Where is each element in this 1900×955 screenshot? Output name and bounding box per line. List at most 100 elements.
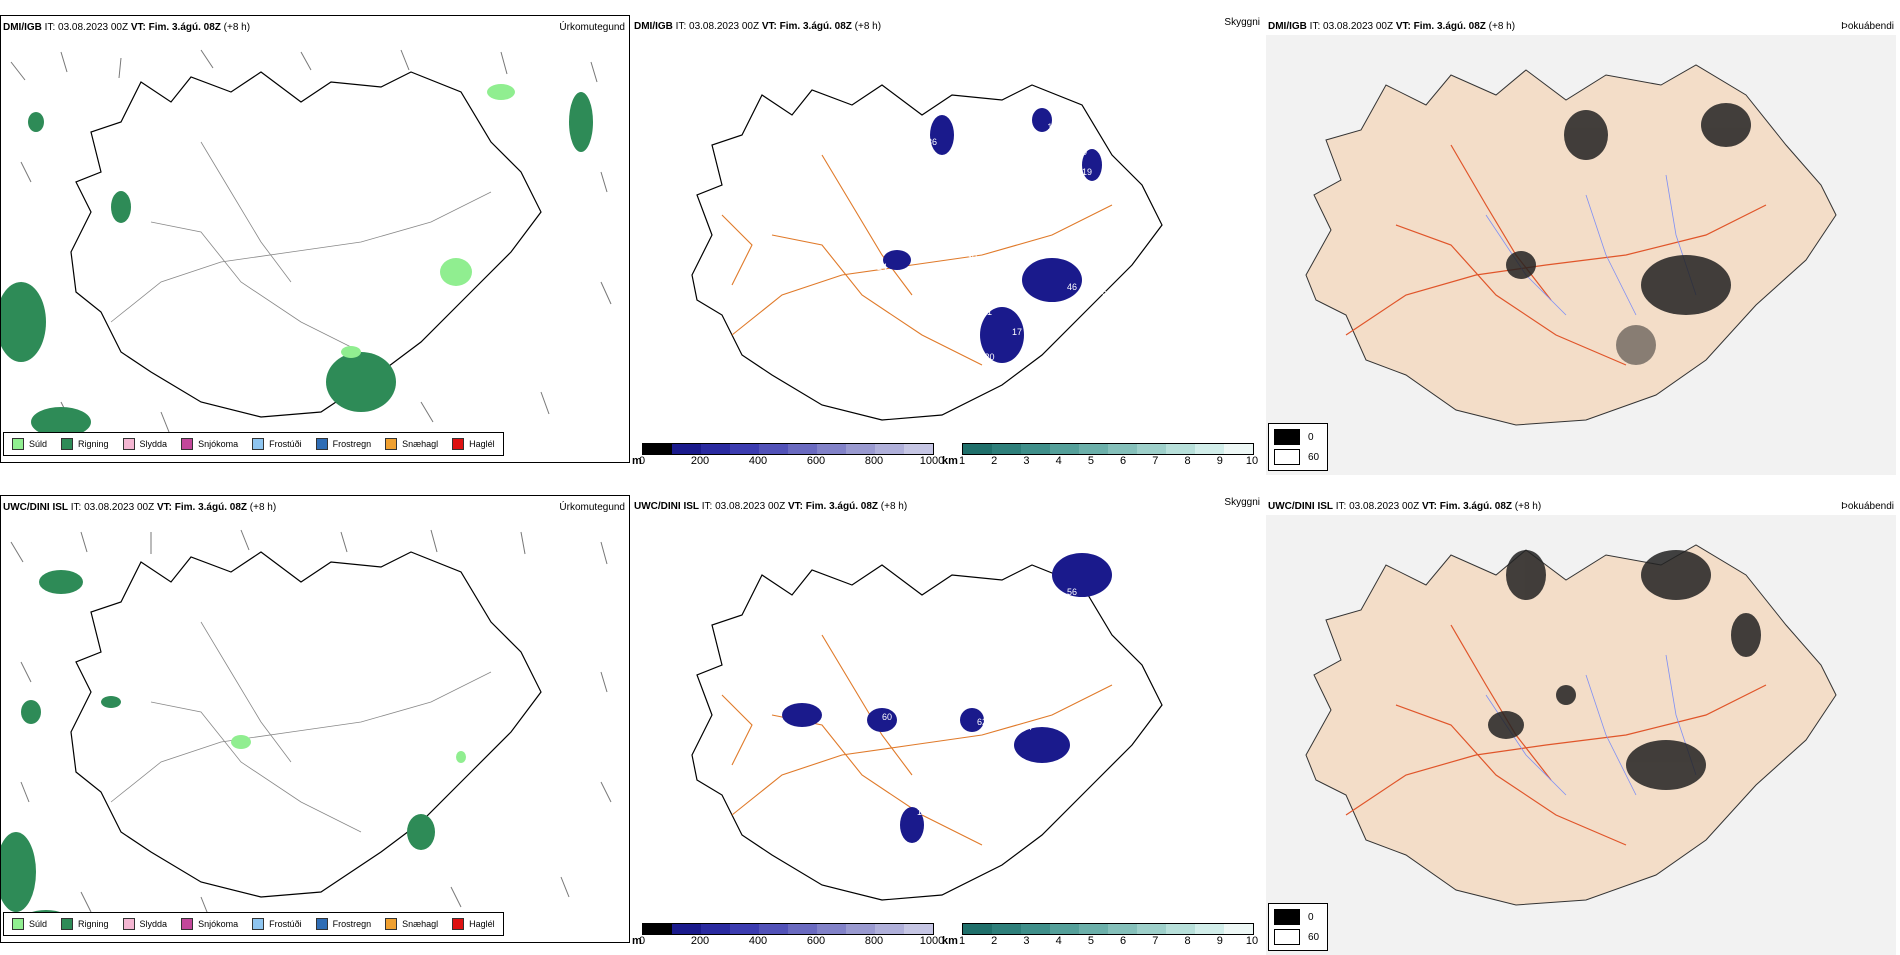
colorbar-segment — [992, 444, 1021, 454]
legend-label: Snæhagl — [402, 919, 439, 929]
panel-header: UWC/DINI ISL IT: 03.08.2023 00Z VT: Fim.… — [1268, 501, 1542, 512]
legend-label: Snæhagl — [402, 439, 439, 449]
iceland-coastline — [70, 551, 542, 898]
ceiling-value-label: 2 — [929, 637, 934, 647]
legend-item: Snæhagl — [385, 918, 438, 930]
colorbar-segment — [992, 924, 1021, 934]
ceiling-panel-row2: UWC/DINI ISL IT: 03.08.2023 00Z VT: Fim.… — [632, 495, 1262, 955]
colorbar-segment — [846, 924, 875, 934]
colorbar-segment — [1021, 924, 1050, 934]
legend-swatch — [385, 918, 398, 930]
rain-areas — [1, 570, 435, 934]
legend-item: Snjókoma — [181, 918, 238, 930]
colorbar-segment — [963, 444, 992, 454]
legend-label: Haglél — [469, 919, 495, 929]
colorbar-tick: 200 — [690, 455, 710, 467]
ceiling-value-label: 10 — [957, 267, 967, 277]
colorbar-tick: 2 — [991, 455, 998, 467]
legend-swatch — [61, 438, 74, 450]
wind-barbs — [10, 49, 612, 433]
ceiling-value-label: 67 — [852, 707, 862, 717]
ceiling-value-label: 47 — [1007, 287, 1017, 297]
legend-item: Frostúði — [252, 438, 302, 450]
colorbar-tick: 8 — [1184, 455, 1191, 467]
legend-swatch — [252, 918, 265, 930]
panel-title: Skyggni — [1224, 497, 1260, 508]
ceiling-value-label: 9 — [939, 157, 944, 167]
panel-title: Þokuábendi — [1841, 501, 1894, 512]
legend-label: Snjókoma — [198, 439, 239, 449]
colorbar-segment — [1137, 924, 1166, 934]
legend-label: Slydda — [139, 919, 168, 929]
panel-title: Úrkomutegund — [559, 502, 625, 513]
colorbar-segment — [701, 924, 730, 934]
ceiling-value-label: 60 — [882, 712, 892, 722]
ceiling-areas — [782, 553, 1112, 843]
fog-key: 0 60 — [1268, 903, 1328, 951]
legend-swatch — [122, 918, 135, 930]
legend-item: Frostúði — [252, 918, 302, 930]
colorbar-segment — [643, 444, 672, 454]
ceiling-value-label: 80 — [937, 702, 947, 712]
legend-item: Frostregn — [315, 438, 371, 450]
ceiling-value-label: 82 — [1087, 737, 1097, 747]
colorbar-segment — [759, 444, 788, 454]
colorbar-segment — [1224, 924, 1253, 934]
precip-panel-row1: DMI/IGB IT: 03.08.2023 00Z VT: Fim. 3.ág… — [0, 15, 630, 463]
colorbar-segment — [1050, 924, 1079, 934]
legend-swatch — [385, 438, 398, 450]
legend-label: Rigning — [78, 919, 109, 929]
legend-item: Haglél — [452, 438, 495, 450]
ceiling-value-label: 68 — [927, 567, 937, 577]
ceiling-value-label: 64 — [1042, 217, 1052, 227]
visibility-colorbar: km 1 2 3 4 5 6 7 8 9 10 — [942, 443, 1258, 471]
ceiling-value-label: 46 — [1067, 282, 1077, 292]
colorbar-tick: 4 — [1055, 935, 1062, 947]
colorbar-segment — [1195, 444, 1224, 454]
colorbar-tick: 7 — [1152, 455, 1159, 467]
colorbar-tick: 3 — [1023, 455, 1030, 467]
colorbar-segment — [701, 444, 730, 454]
legend-label: Slydda — [139, 439, 168, 449]
panel-header: DMI/IGB IT: 03.08.2023 00Z VT: Fim. 3.ág… — [3, 22, 251, 33]
colorbar-segment — [672, 924, 701, 934]
legend-item: Slydda — [122, 438, 168, 450]
iceland-coastline — [691, 564, 1163, 901]
legend-swatch — [315, 918, 328, 930]
colorbar-tick: 600 — [806, 935, 826, 947]
colorbar-segment — [1224, 444, 1253, 454]
legend-item: Súld — [12, 918, 47, 930]
colorbar-segment — [1050, 444, 1079, 454]
panel-header: DMI/IGB IT: 03.08.2023 00Z VT: Fim. 3.ág… — [634, 21, 882, 32]
drizzle-areas — [341, 84, 515, 358]
colorbar-tick: 9 — [1216, 935, 1223, 947]
rain-areas — [1, 92, 593, 437]
colorbar-segment — [1079, 924, 1108, 934]
colorbar-tick: 400 — [748, 455, 768, 467]
colorbar-segment — [1166, 444, 1195, 454]
ceiling-value-label: 54 — [997, 697, 1007, 707]
panel-header: UWC/DINI ISL IT: 03.08.2023 00Z VT: Fim.… — [3, 502, 277, 513]
legend-swatch — [252, 438, 265, 450]
legend-swatch — [61, 918, 74, 930]
legend-label: Haglél — [469, 439, 495, 449]
road-network — [1345, 144, 1767, 366]
colorbar-tick: 600 — [806, 455, 826, 467]
legend-label: Súld — [29, 439, 48, 449]
road-network — [1345, 624, 1767, 846]
colorbar-segment — [963, 924, 992, 934]
colorbar-tick: 400 — [748, 935, 768, 947]
precip-map — [1, 529, 612, 934]
ceiling-value-label: 19 — [1082, 167, 1092, 177]
legend-label: Frostregn — [332, 919, 372, 929]
colorbar-tick: 1 — [958, 455, 966, 467]
colorbar-segment — [904, 444, 933, 454]
colorbar-tick: 1 — [958, 935, 966, 947]
ceiling-value-label: 21 — [982, 307, 992, 317]
colorbar-tick: 0 — [638, 455, 646, 467]
colorbar-segment — [1166, 924, 1195, 934]
road-network — [721, 154, 1113, 366]
ceiling-value-label: 22 — [947, 807, 957, 817]
precip-legend: Súld Rigning Slydda Snjókoma Frostúði Frostre… — [3, 912, 504, 936]
